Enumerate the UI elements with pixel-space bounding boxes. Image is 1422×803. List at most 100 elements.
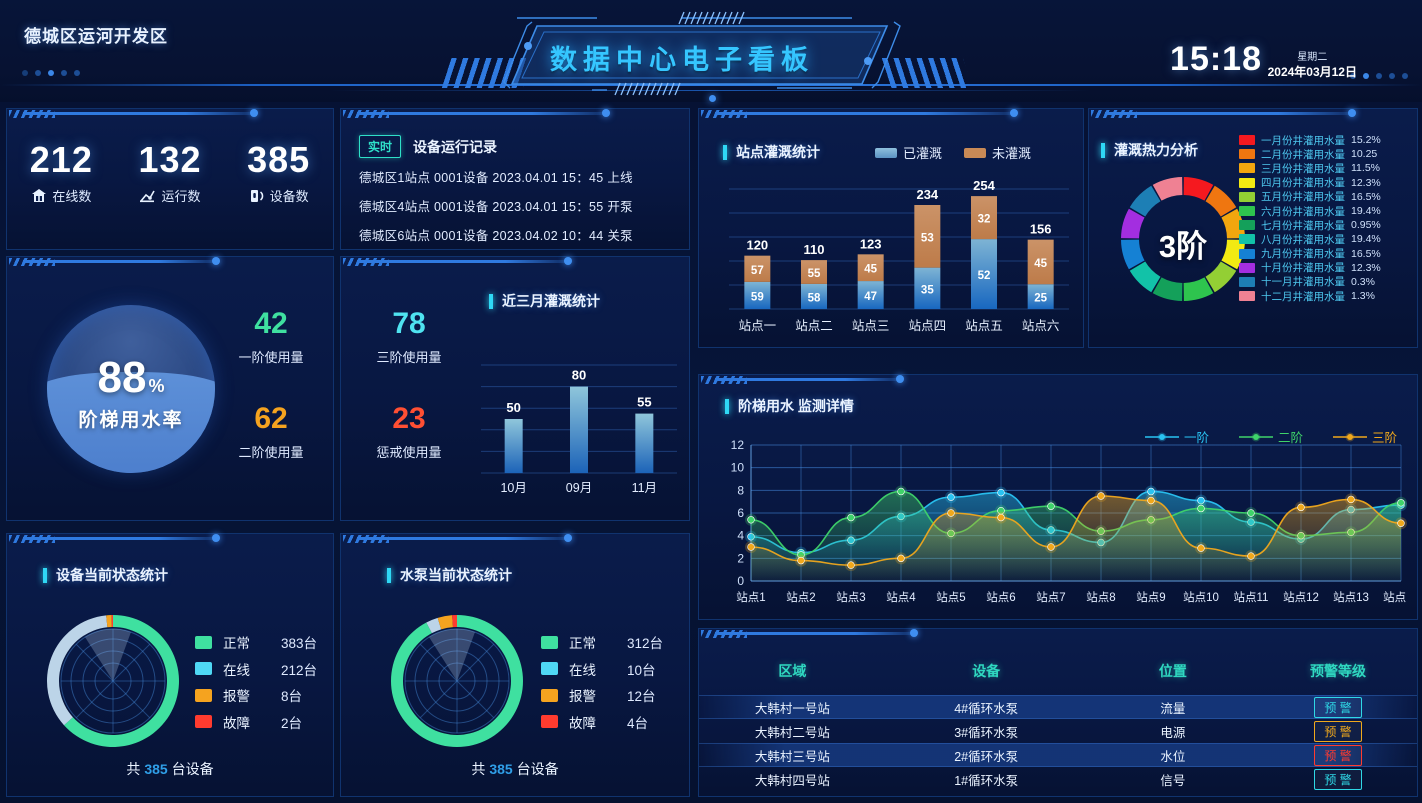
legend-label: 报警 [223, 689, 250, 705]
cell-position: 流量 [1160, 701, 1186, 716]
table-row[interactable]: 大韩村二号站 3#循环水泵 电源 预 警 [699, 719, 1417, 743]
header-divider-secondary [330, 90, 1090, 91]
recent-months-panel: 78 三阶使用量 23 惩戒使用量 近三月灌溉统计 50 10月 80 09月 55 11… [340, 256, 690, 521]
page-header: 德城区运河开发区 [0, 0, 1422, 102]
svg-text:0: 0 [737, 574, 744, 588]
heat-legend-item[interactable]: 六月份井灌用水量 19.4% [1239, 204, 1417, 218]
svg-text:32: 32 [978, 214, 991, 226]
legend-marker-icon [1238, 432, 1273, 441]
legend-item-irrigated[interactable]: 已灌溉 [875, 143, 942, 162]
tier-legend-item[interactable]: 一阶 [1144, 427, 1209, 446]
legend-label: 已灌溉 [903, 146, 943, 161]
svg-text:57: 57 [751, 265, 764, 277]
heat-legend-item[interactable]: 一月份井灌用水量 15.2% [1239, 133, 1417, 147]
svg-text:站点一: 站点一 [739, 319, 777, 333]
legend-label: 十一月井灌用水量 [1261, 276, 1345, 289]
status-badge[interactable]: 预 警 [1314, 768, 1362, 790]
table-row[interactable]: 大韩村四号站 1#循环水泵 信号 预 警 [699, 767, 1417, 791]
status-legend-item[interactable]: 正常 383台 [195, 629, 325, 656]
list-item[interactable]: 德城区1站点 0001设备 2023.04.01 15：45 上线 [359, 171, 633, 185]
legend-swatch [1239, 220, 1255, 231]
list-item[interactable]: 德城区4站点 0001设备 2023.04.01 15：55 开泵 [359, 200, 633, 214]
device-status-panel: 设备当前状态统计 正常 383台 在线 212台 报警 8台 故障 2台 共 385 台设备 [6, 533, 334, 797]
stat-tier2: 62 二阶使用量 [221, 402, 321, 461]
status-legend-item[interactable]: 正常 312台 [541, 629, 681, 656]
status-badge[interactable]: 预 警 [1314, 744, 1362, 766]
heat-legend-item[interactable]: 二月份井灌用水量 10.25 [1239, 147, 1417, 161]
status-badge[interactable]: 预 警 [1314, 696, 1362, 718]
status-legend-item[interactable]: 故障 2台 [195, 709, 325, 736]
status-legend-item[interactable]: 在线 212台 [195, 656, 325, 683]
heat-legend-item[interactable]: 十月份井灌用水量 12.3% [1239, 261, 1417, 275]
svg-text:80: 80 [572, 368, 586, 383]
heat-title-text: 灌溉热力分析 [1114, 142, 1198, 158]
table-row[interactable]: 大韩村三号站 2#循环水泵 水位 预 警 [699, 743, 1417, 767]
status-legend-item[interactable]: 报警 8台 [195, 682, 325, 709]
tier-monitor-legend: 一阶 二阶 三阶 [1144, 427, 1397, 446]
table-column-header: 位置 [1158, 663, 1187, 679]
table-row[interactable]: 大韩村一号站 4#循环水泵 流量 预 警 [699, 695, 1417, 719]
status-badge[interactable]: 预 警 [1314, 720, 1362, 742]
panel-header-decoration [341, 108, 689, 120]
recent-months-chart: 50 10月 80 09月 55 11月 [481, 347, 677, 497]
tier-legend-item[interactable]: 三阶 [1332, 427, 1397, 446]
legend-swatch [195, 688, 212, 702]
svg-text:123: 123 [860, 236, 882, 251]
status-legend-item[interactable]: 故障 4台 [541, 709, 681, 736]
legend-swatch [541, 715, 558, 729]
kpi-running-label: 运行数 [161, 189, 201, 204]
heat-legend-item[interactable]: 三月份井灌用水量 11.5% [1239, 161, 1417, 175]
svg-text:47: 47 [864, 291, 877, 303]
legend-item-not-irrigated[interactable]: 未灌溉 [964, 143, 1031, 162]
weekday-label: 星期二 [1297, 52, 1328, 63]
legend-value: 16.5% [1351, 190, 1381, 203]
date-block: 星期二 2024年03月12日 [1268, 52, 1357, 80]
svg-text:09月: 09月 [566, 481, 592, 495]
kpi-online[interactable]: 212 在线数 [30, 139, 93, 205]
heat-legend-item[interactable]: 十一月井灌用水量 0.3% [1239, 275, 1417, 289]
tier-legend-item[interactable]: 二阶 [1238, 427, 1303, 446]
svg-text:10月: 10月 [500, 481, 526, 495]
device-status-total: 共 385 台设备 [7, 759, 333, 779]
device-log-list: 德城区1站点 0001设备 2023.04.01 15：45 上线 德城区4站点… [359, 167, 633, 244]
kpi-device-label: 设备数 [269, 189, 309, 204]
legend-label: 三阶 [1371, 431, 1397, 445]
svg-text:站点三: 站点三 [852, 319, 890, 333]
list-item[interactable]: 德城区6站点 0001设备 2023.04.02 10：44 关泵 [359, 229, 633, 243]
heat-legend-item[interactable]: 八月份井灌用水量 19.4% [1239, 232, 1417, 246]
gauge-unit: % [148, 376, 165, 396]
status-legend-item[interactable]: 在线 10台 [541, 656, 681, 683]
svg-text:45: 45 [864, 264, 877, 276]
panel-bar [715, 378, 901, 381]
panel-bar [23, 260, 217, 263]
panel-bar [1105, 112, 1353, 115]
heat-legend-item[interactable]: 九月份井灌用水量 16.5% [1239, 247, 1417, 261]
cell-area: 大韩村一号站 [754, 701, 830, 716]
panel-header-decoration [1089, 108, 1417, 120]
svg-text:6: 6 [737, 506, 744, 520]
status-legend-item[interactable]: 报警 12台 [541, 682, 681, 709]
device-status-legend: 正常 383台 在线 212台 报警 8台 故障 2台 [195, 629, 325, 735]
panel-bar [23, 112, 255, 115]
svg-text:120: 120 [746, 238, 768, 253]
panel-dot-icon [250, 109, 258, 117]
pump-status-panel: 水泵当前状态统计 正常 312台 在线 10台 报警 12台 故障 4台 共 385 台设备 [340, 533, 690, 797]
heat-legend-item[interactable]: 五月份井灌用水量 16.5% [1239, 190, 1417, 204]
heat-legend-item[interactable]: 四月份井灌用水量 12.3% [1239, 176, 1417, 190]
legend-swatch [541, 635, 558, 649]
recent-months-title-text: 近三月灌溉统计 [502, 293, 600, 309]
legend-swatch [541, 662, 558, 676]
cell-area: 大韩村三号站 [754, 749, 830, 764]
svg-text:站点二: 站点二 [795, 319, 833, 333]
heat-legend-item[interactable]: 七月份井灌用水量 0.95% [1239, 218, 1417, 232]
svg-text:110: 110 [804, 242, 825, 257]
heat-legend-item[interactable]: 十二月井灌用水量 1.3% [1239, 289, 1417, 303]
panel-bar [357, 112, 607, 115]
kpi-device[interactable]: 385 设备数 [247, 139, 310, 205]
panel-dot-icon [564, 534, 572, 542]
svg-text:站点六: 站点六 [1022, 319, 1060, 333]
kpi-running[interactable]: 132 运行数 [138, 139, 201, 205]
kpi-online-label: 在线数 [52, 189, 92, 204]
panel-header-decoration [7, 256, 333, 268]
